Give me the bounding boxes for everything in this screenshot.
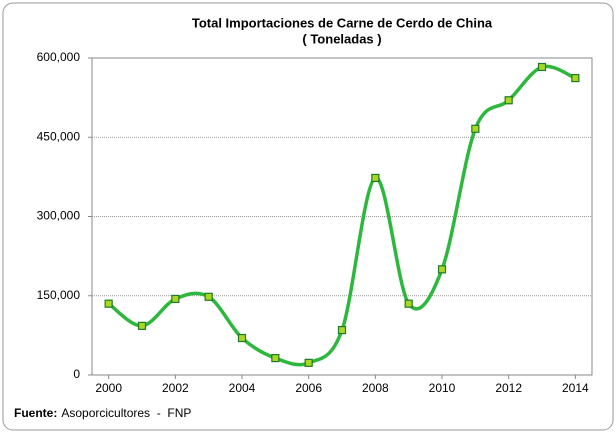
y-tick-label: 300,000 <box>37 209 81 223</box>
marker <box>537 62 547 72</box>
source: Fuente: Asoporcicultores - FNP <box>14 406 191 420</box>
x-tick-label: 2002 <box>162 381 189 395</box>
marker <box>271 353 280 363</box>
marker <box>571 73 580 83</box>
x-tick-label: 2004 <box>229 381 256 395</box>
marker <box>137 321 147 330</box>
marker <box>371 173 380 183</box>
x-tick-label: 2010 <box>429 381 456 395</box>
marker <box>304 358 313 367</box>
source-label: Fuente: <box>14 406 57 420</box>
x-tick-label: 2006 <box>295 381 322 395</box>
marker <box>437 265 447 274</box>
line <box>107 64 577 367</box>
chart-subtitle: ( Toneladas ) <box>302 31 381 46</box>
marker <box>504 96 513 105</box>
chart-title: Total Importaciones de Carne de Cerdo de… <box>192 15 493 30</box>
marker <box>104 299 113 308</box>
marker <box>171 294 180 304</box>
x-tick-label: 2014 <box>562 381 589 395</box>
marker <box>404 299 413 308</box>
x-tick-label: 2000 <box>95 381 122 395</box>
marker <box>237 333 247 343</box>
marker <box>204 292 213 301</box>
y-tick-label: 150,000 <box>37 288 81 302</box>
marker <box>471 124 480 133</box>
x-tick-label: 2008 <box>362 381 389 395</box>
y-tick-label: 450,000 <box>37 129 81 143</box>
y-tick-label: 600,000 <box>37 50 81 64</box>
y-tick-label: 0 <box>73 367 80 381</box>
source-text: Asoporcicultores - FNP <box>61 406 191 420</box>
x-tick-label: 2012 <box>495 381 522 395</box>
marker <box>337 325 347 335</box>
